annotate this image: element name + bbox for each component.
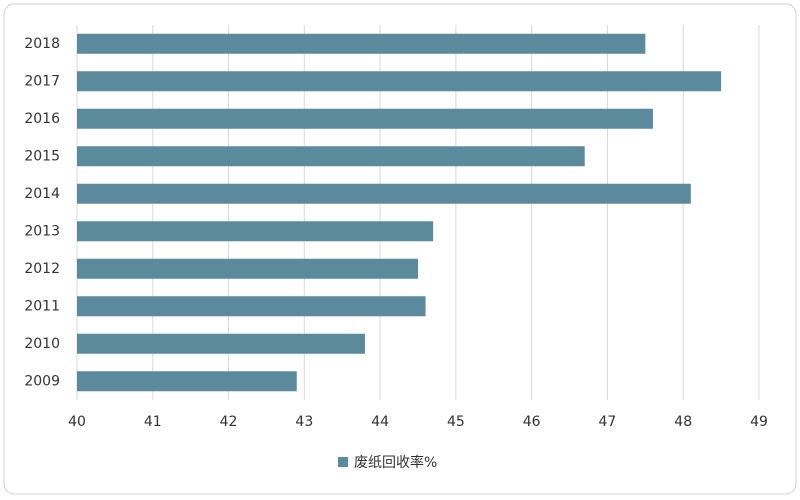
x-tick-label: 43 (295, 414, 313, 430)
bar (77, 258, 418, 279)
x-tick-label: 41 (144, 414, 162, 430)
y-tick-label: 2014 (24, 186, 60, 202)
x-tick-label: 45 (447, 414, 465, 430)
bar (77, 71, 722, 92)
x-tick-label: 46 (523, 414, 541, 430)
bar (77, 146, 585, 167)
y-tick-label: 2010 (24, 336, 60, 352)
bar (77, 333, 365, 354)
x-tick-label: 40 (68, 414, 86, 430)
bar (77, 183, 691, 204)
y-tick-label: 2018 (24, 36, 60, 52)
y-tick-label: 2011 (24, 298, 60, 314)
bar (77, 33, 646, 54)
x-tick-label: 44 (371, 414, 389, 430)
bar (77, 108, 653, 129)
bar (77, 221, 434, 242)
legend-swatch (338, 457, 348, 467)
x-tick-label: 42 (220, 414, 238, 430)
y-tick-label: 2015 (24, 148, 60, 164)
bar (77, 371, 297, 392)
x-tick-label: 48 (674, 414, 692, 430)
y-tick-label: 2016 (24, 111, 60, 127)
x-tick-label: 49 (750, 414, 768, 430)
y-tick-label: 2017 (24, 73, 60, 89)
x-tick-label: 47 (599, 414, 617, 430)
legend-label: 废纸回收率% (354, 454, 437, 471)
y-tick-label: 2013 (24, 223, 60, 239)
y-tick-label: 2012 (24, 261, 60, 277)
bar (77, 296, 426, 317)
y-tick-label: 2009 (24, 373, 60, 389)
